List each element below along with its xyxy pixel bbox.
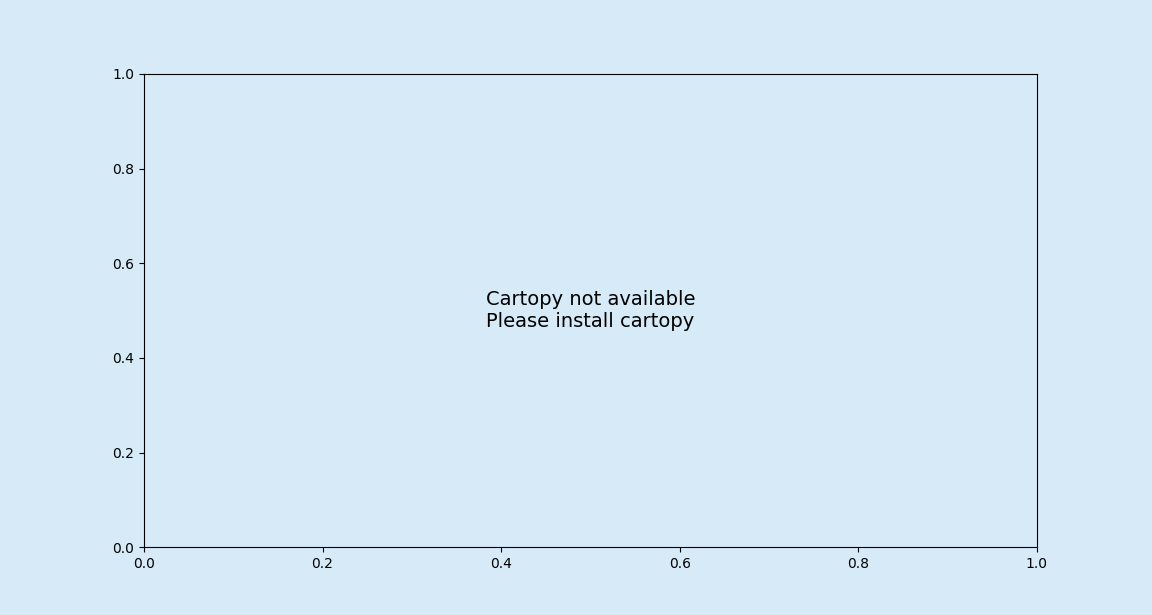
Text: Cartopy not available
Please install cartopy: Cartopy not available Please install car… <box>486 290 695 331</box>
